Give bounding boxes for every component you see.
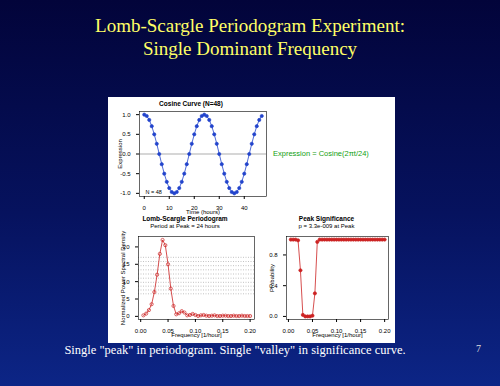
svg-text:1.0: 1.0 [122, 112, 131, 118]
html-text:Period at Peak = 24 hours: Period at Peak = 24 hours [150, 223, 220, 229]
html-text:Single "peak" in periodogram.: Single "peak" in periodogram. Single "va… [64, 343, 406, 357]
html-text:Lomb-Scargle Periodogram: Lomb-Scargle Periodogram [142, 215, 228, 222]
svg-text:-0.5: -0.5 [120, 171, 131, 177]
svg-text:Frequency [1/hour]: Frequency [1/hour] [171, 332, 222, 338]
svg-text:-1.0: -1.0 [120, 190, 131, 196]
svg-text:10: 10 [122, 278, 130, 285]
svg-text:15: 15 [122, 261, 130, 268]
html-text:Expression = Cosine(2πt/24): Expression = Cosine(2πt/24) [273, 149, 369, 158]
svg-text:0: 0 [126, 313, 130, 319]
svg-text:0.00: 0.00 [283, 328, 295, 334]
svg-text:0.5: 0.5 [122, 131, 131, 137]
svg-text:10: 10 [166, 205, 173, 211]
svg-text:0: 0 [143, 205, 147, 211]
svg-text:N = 48: N = 48 [146, 189, 162, 195]
html-text:Peak Significance: Peak Significance [298, 215, 355, 222]
svg-text:0.20: 0.20 [379, 328, 391, 334]
svg-text:Probability: Probability [269, 264, 275, 292]
svg-text:Frequency [1/hour]: Frequency [1/hour] [312, 332, 363, 338]
html-text:Single Dominant Frequency: Single Dominant Frequency [142, 38, 358, 59]
html-text:Cosine Curve (N=48): Cosine Curve (N=48) [159, 100, 223, 107]
svg-text:5: 5 [126, 296, 130, 302]
svg-text:0.0: 0.0 [122, 151, 131, 157]
svg-text:0.0: 0.0 [269, 313, 278, 319]
svg-text:0.8: 0.8 [269, 252, 278, 258]
svg-text:0.00: 0.00 [135, 328, 147, 334]
svg-text:Expression: Expression [117, 139, 123, 169]
svg-text:0.15: 0.15 [216, 327, 229, 334]
svg-text:Time (hours): Time (hours) [186, 209, 220, 215]
svg-text:Normalized Power Spectral Dens: Normalized Power Spectral Density [120, 231, 126, 325]
html-text:Lomb-Scargle Periodogram Exper: Lomb-Scargle Periodogram Experiment: [95, 15, 405, 36]
html-text:7: 7 [476, 343, 481, 354]
html-text:p = 3.3e-009 at Peak: p = 3.3e-009 at Peak [298, 223, 355, 229]
svg-text:0.05: 0.05 [162, 327, 174, 334]
svg-text:20: 20 [122, 243, 130, 250]
svg-text:40: 40 [241, 205, 248, 211]
svg-text:0.20: 0.20 [244, 328, 256, 334]
